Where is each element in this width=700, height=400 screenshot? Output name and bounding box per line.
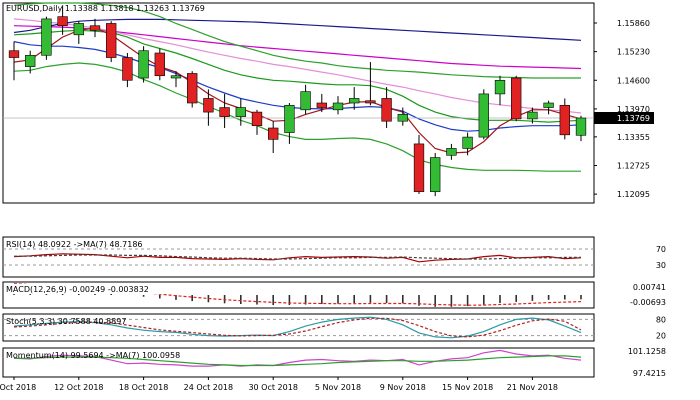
- x-tick-label: 18 Oct 2018: [119, 383, 168, 392]
- candle-body: [575, 117, 587, 136]
- price-tick-label: 1.15230: [617, 48, 650, 57]
- stoch-label: Stoch(5,3,3) 30.7588 40.8897: [6, 317, 126, 326]
- stoch-d-line: [13, 317, 582, 338]
- x-tick-label: 5 Nov 2018: [315, 383, 361, 392]
- momentum-series-0: [13, 349, 582, 367]
- x-tick-label: 9 Nov 2018: [380, 383, 426, 392]
- price-tick-label: 1.15860: [617, 19, 650, 28]
- candle-body: [316, 102, 327, 108]
- macd-tick-label-top: 0.00741: [633, 283, 666, 292]
- candle-body: [138, 50, 149, 79]
- macd-tick-label-bottom: -0.00693: [630, 298, 666, 307]
- x-tick-label: 8 Oct 2018: [0, 383, 36, 392]
- candle-body: [170, 75, 182, 79]
- rsi-tick-label: 70: [656, 245, 666, 254]
- candle-body: [527, 111, 538, 120]
- momentum-tick-label: 101.1258: [628, 347, 666, 356]
- overlay-line-6: [13, 62, 581, 172]
- candle-body: [268, 127, 279, 140]
- stoch-tick-label: 20: [656, 332, 666, 341]
- candle-body: [349, 98, 360, 104]
- rsi-series-1: [14, 254, 581, 260]
- candle-body: [559, 104, 570, 136]
- pane-frame-1: [2, 236, 595, 278]
- overlay-line-7: [13, 2, 581, 79]
- pane-frame-3: [2, 313, 595, 342]
- price-tick-label: 1.12095: [617, 190, 650, 199]
- momentum-label: Momentum(14) 99.5694 ->MA(7) 100.0958: [6, 351, 180, 360]
- candle-body: [543, 102, 554, 108]
- price-tick-label: 1.14600: [617, 76, 650, 85]
- candle-body: [430, 157, 441, 192]
- candle-body: [106, 23, 117, 58]
- candle-body: [41, 18, 52, 56]
- candle-body: [25, 54, 36, 67]
- momentum-series-1: [14, 355, 582, 367]
- x-tick-label: 21 Nov 2018: [507, 383, 558, 392]
- candle-body: [365, 100, 376, 104]
- candle-body: [8, 50, 20, 58]
- candle-body: [251, 111, 263, 127]
- candle-body: [332, 102, 344, 111]
- candle-body: [122, 57, 133, 81]
- candle-body: [57, 16, 68, 27]
- candle-body: [154, 52, 165, 77]
- pane-frame-2: [2, 281, 595, 309]
- candle-body: [478, 93, 489, 138]
- price-tick-label: 1.13355: [617, 133, 650, 142]
- rsi-series-0: [13, 253, 582, 263]
- candle-body: [462, 136, 473, 149]
- candle-body: [494, 79, 506, 95]
- momentum-tick-label: 97.4215: [633, 369, 666, 378]
- candle-body: [511, 77, 522, 120]
- x-tick-label: 12 Oct 2018: [54, 383, 103, 392]
- stoch-tick-label: 80: [656, 315, 666, 324]
- rsi-label: RSI(14) 48.0922 ->MA(7) 48.7186: [6, 240, 143, 249]
- candle-body: [187, 73, 198, 104]
- current-price-label: 1.13769: [617, 114, 650, 123]
- rsi-tick-label: 30: [656, 261, 666, 270]
- x-tick-label: 24 Oct 2018: [184, 383, 233, 392]
- current-price-tag: [594, 112, 654, 124]
- overlay-line-0: [13, 18, 582, 41]
- x-tick-label: 30 Oct 2018: [248, 383, 297, 392]
- price-tick-label: 1.12725: [617, 162, 650, 171]
- candle-body: [235, 107, 246, 117]
- macd-label-bg: [4, 284, 166, 294]
- candle-body: [284, 104, 295, 133]
- candle-body: [381, 98, 392, 122]
- x-tick-label: 15 Nov 2018: [442, 383, 493, 392]
- price-tick-label: 1.13970: [617, 105, 650, 114]
- pane-frame-0: [2, 2, 595, 204]
- pane-frame-4: [2, 347, 595, 378]
- chart-title: EURUSD,Daily 1.13388 1.13818 1.13263 1.1…: [6, 4, 205, 13]
- stoch-k-line: [13, 316, 582, 339]
- candle-body: [397, 114, 408, 122]
- candle-body: [73, 23, 84, 36]
- candle-body: [446, 148, 457, 156]
- candle-body: [89, 25, 101, 31]
- macd-label: MACD(12,26,9) -0.00249 -0.003832: [6, 285, 149, 294]
- candle-body: [413, 143, 425, 192]
- candle-body: [219, 107, 230, 117]
- candle-body: [300, 91, 311, 111]
- candle-body: [203, 98, 214, 113]
